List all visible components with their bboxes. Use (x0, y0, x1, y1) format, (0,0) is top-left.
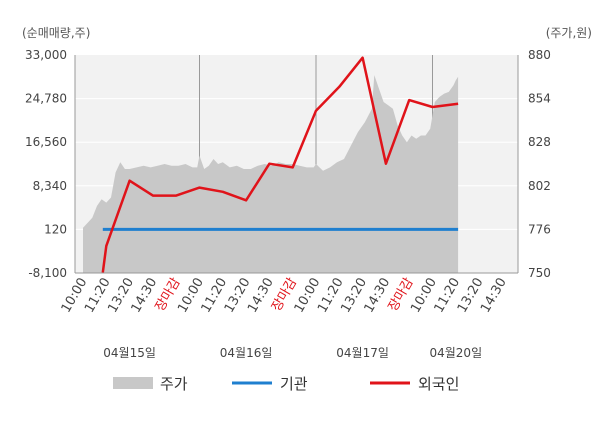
series-line-foreigner (101, 56, 459, 273)
legend-label-price: 주가 (160, 375, 188, 393)
right-tick-label: 828 (528, 135, 551, 149)
legend: 주가 기관 외국인 (113, 375, 459, 393)
left-tick-label: 33,000 (25, 48, 67, 62)
right-axis-ticks: 880 854 828 802 776 750 (528, 48, 551, 280)
left-tick-label: 16,560 (25, 135, 67, 149)
legend-label-foreigner: 외국인 (418, 375, 459, 393)
left-tick-label: -8,100 (28, 266, 67, 280)
legend-swatch-price (113, 377, 153, 389)
right-tick-label: 802 (528, 179, 551, 193)
date-label: 04월20일 (429, 346, 482, 360)
price-area-layer (83, 75, 459, 273)
left-tick-label: 8,340 (33, 179, 67, 193)
date-label: 04월15일 (103, 346, 156, 360)
right-axis-unit: (주가,원) (546, 26, 592, 40)
series-area-price (83, 75, 459, 273)
right-tick-label: 854 (528, 92, 551, 106)
date-labels: 04월15일 04월16일 04월17일 04월20일 (103, 346, 482, 360)
right-tick-label: 880 (528, 48, 551, 62)
left-tick-label: 24,780 (25, 92, 67, 106)
series-line-layer (101, 56, 459, 273)
left-axis-unit: (순매매량,주) (22, 26, 90, 40)
legend-label-institution: 기관 (280, 375, 308, 393)
right-tick-label: 750 (528, 266, 551, 280)
x-axis-ticks: 10:0011:2013:2014:30장마감10:0011:2013:2014… (59, 275, 510, 315)
date-label: 04월17일 (336, 346, 389, 360)
right-tick-label: 776 (528, 222, 551, 236)
date-label: 04월16일 (220, 346, 273, 360)
left-axis-ticks: 33,000 24,780 16,560 8,340 120 -8,100 (25, 48, 67, 280)
left-tick-label: 120 (44, 222, 67, 236)
